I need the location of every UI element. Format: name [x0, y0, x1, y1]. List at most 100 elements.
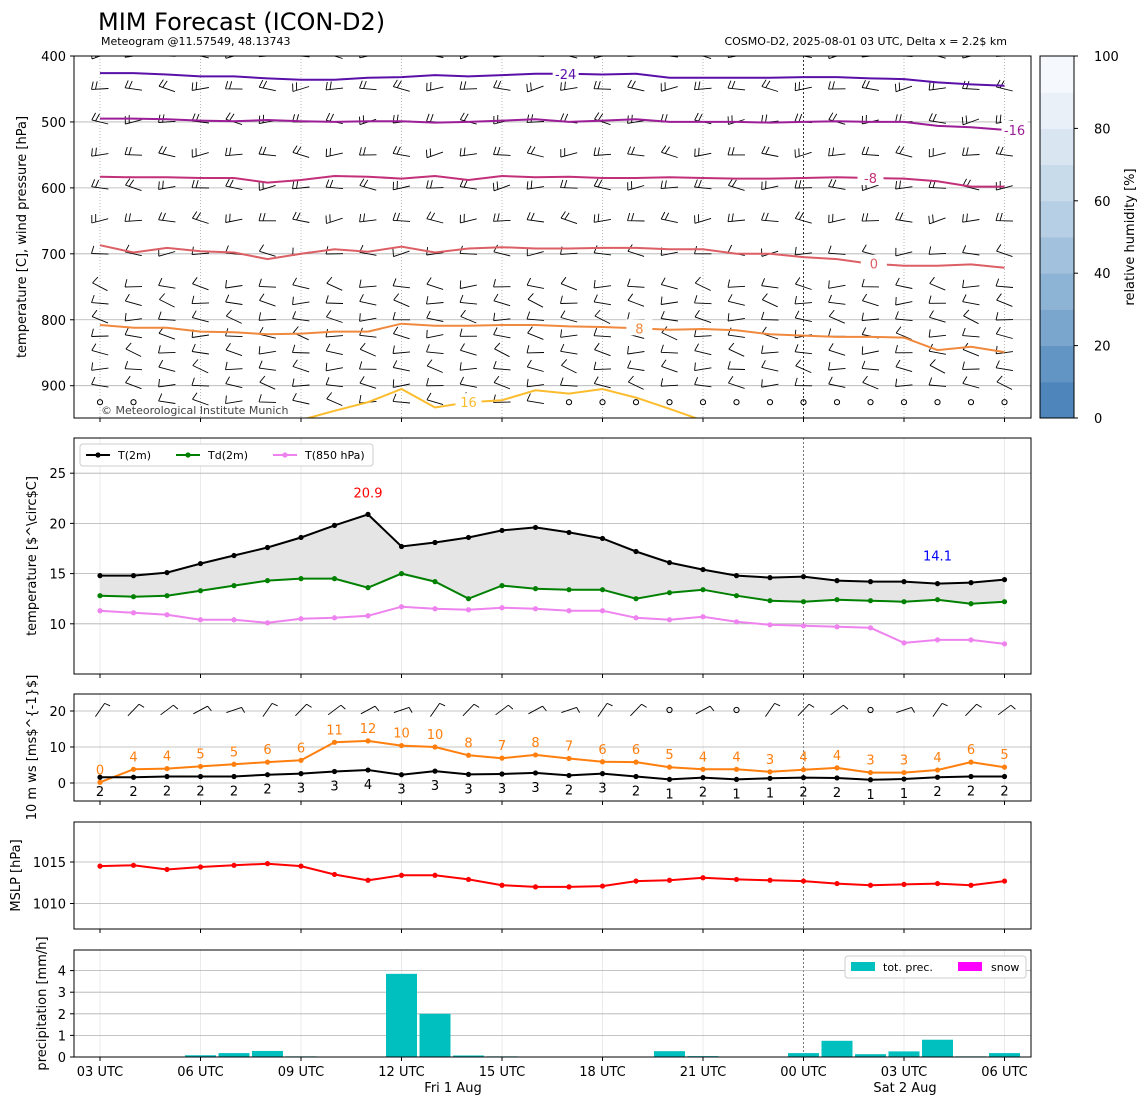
- gust-value-label: 0: [96, 763, 104, 778]
- wind-barb: [225, 213, 243, 223]
- series-mslp-point: [566, 884, 572, 890]
- wind-barb: [191, 343, 209, 355]
- series-t-2m--point: [331, 522, 338, 529]
- wind-barb: [392, 345, 411, 354]
- mean-wind-value-label: 2: [565, 783, 573, 798]
- wind-barb: [894, 82, 913, 93]
- wind-barb: [727, 80, 746, 91]
- wind-barb: [325, 362, 343, 372]
- wind-barb: [560, 295, 578, 304]
- series-td-2m--point: [97, 593, 103, 599]
- precip-bar: [252, 1050, 283, 1057]
- series-gust-point: [164, 766, 170, 772]
- colorbar-tick-label: 40: [1094, 267, 1111, 282]
- wind-barb: [627, 312, 645, 321]
- wind-barb: [761, 278, 779, 289]
- y-tick-label: 700: [41, 248, 66, 263]
- precip-bar: [654, 1051, 685, 1057]
- series-t-2m--point: [398, 543, 405, 550]
- wind-barb: [493, 80, 511, 91]
- y-tick-label: 800: [41, 314, 66, 329]
- wind-barb: [627, 293, 645, 307]
- wind-barb: [191, 295, 210, 305]
- series-t-2m--point: [365, 511, 371, 517]
- wind-barb: [325, 179, 344, 190]
- wind-barb: [895, 212, 913, 223]
- wind-barb: [661, 359, 678, 373]
- wind-barb: [627, 146, 645, 157]
- wind-barb: [660, 277, 678, 290]
- wind-barb: [828, 56, 839, 60]
- wind-barb: [928, 246, 947, 255]
- wind-barb: [828, 245, 846, 255]
- wind-barb: [929, 359, 946, 374]
- wind-barb: [526, 180, 544, 190]
- series-mean-wind-point: [365, 767, 371, 773]
- y-tick-label: 1010: [33, 898, 66, 913]
- legend-label: Td(2m): [207, 449, 248, 462]
- x-tick-label: 03 UTC: [77, 1065, 123, 1080]
- wind-barb: [660, 296, 678, 305]
- meteogram-location: Meteogram @11.57549, 48.13743: [101, 35, 291, 48]
- wind-barb: [392, 278, 410, 289]
- colorbar-band: [1040, 345, 1074, 383]
- wind-barb: [258, 346, 276, 355]
- wind-barb: [158, 79, 176, 93]
- series-td-2m--point: [298, 576, 304, 582]
- series-mslp-point: [465, 876, 472, 883]
- mslp-panel: 1010 1015 MSLP [hPa]: [9, 821, 1032, 933]
- wind-barb: [895, 247, 913, 257]
- wind-barb: [325, 147, 343, 158]
- series-t-2m--point: [164, 569, 170, 576]
- wind-barb: [124, 312, 142, 322]
- wind-barb: [460, 343, 477, 356]
- wind-barb: [995, 278, 1014, 288]
- wind-barb: [560, 310, 578, 323]
- wind-barb: [694, 276, 711, 291]
- wind-barb: [929, 310, 946, 323]
- series-t-2m--point: [1001, 577, 1008, 583]
- calm-wind-marker: [833, 399, 841, 406]
- wind-barb: [493, 213, 511, 222]
- wind-barb: [527, 326, 544, 340]
- wind-barb: [259, 375, 276, 390]
- precip-bar: [989, 1053, 1020, 1057]
- wind-barb: [828, 309, 845, 324]
- wind-barb: [928, 329, 946, 338]
- series-t-850-hpa--point: [800, 623, 807, 629]
- wind-barb: [459, 328, 478, 337]
- wind-barb: [91, 81, 109, 90]
- x-tick-label: 21 UTC: [680, 1065, 726, 1080]
- precip-bar: [855, 1054, 886, 1057]
- wind-barb: [828, 147, 846, 157]
- legend-marker: [185, 452, 191, 458]
- series-mslp-point: [298, 863, 304, 869]
- wind-barb: [425, 148, 444, 159]
- y-tick-label: 10: [49, 618, 66, 633]
- series-gust-point: [566, 755, 572, 762]
- wind-barb: [761, 293, 778, 308]
- gust-value-label: 3: [766, 753, 774, 768]
- wind-barb: [225, 294, 243, 305]
- series-mean-wind-point: [901, 776, 907, 782]
- wind-barb: [526, 145, 544, 158]
- wind-barb: [325, 343, 343, 356]
- calm-wind-marker: [967, 399, 975, 406]
- colorbar-tick-label: 0: [1094, 412, 1102, 427]
- y-tick-label: 2: [58, 1008, 66, 1023]
- wind-barb: [560, 276, 578, 291]
- wind-barb: [928, 147, 946, 158]
- series-td-2m--point: [365, 585, 371, 591]
- series-gust-point: [968, 759, 974, 765]
- precip-bar: [821, 1040, 853, 1057]
- wind-barb: [393, 706, 413, 714]
- gust-value-label: 4: [732, 750, 740, 765]
- wind-barb: [828, 179, 846, 190]
- y-tick-label: 0: [58, 777, 66, 792]
- wind-barb: [935, 56, 946, 59]
- wind-barb: [258, 312, 277, 321]
- gust-value-label: 8: [464, 736, 472, 751]
- series-t-850-hpa--point: [465, 607, 472, 613]
- gust-value-label: 12: [360, 722, 377, 737]
